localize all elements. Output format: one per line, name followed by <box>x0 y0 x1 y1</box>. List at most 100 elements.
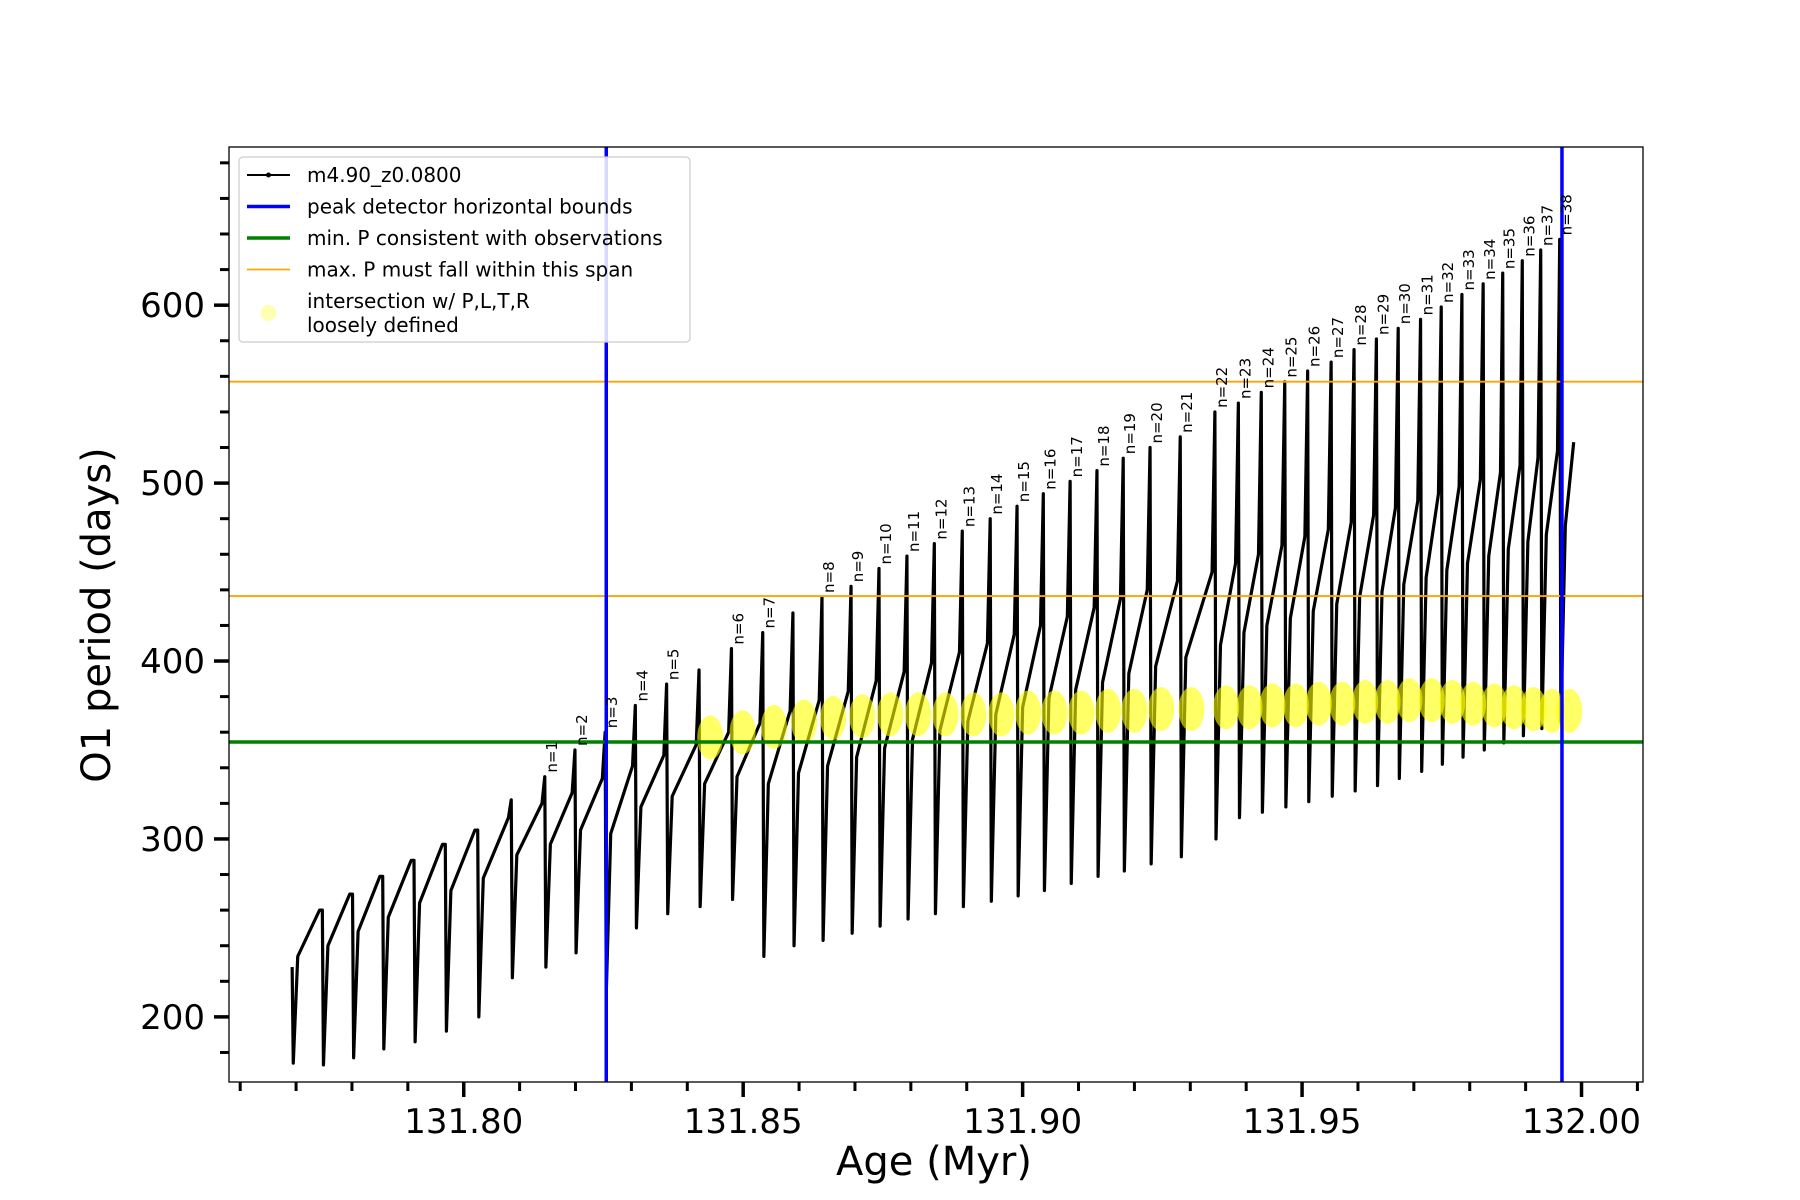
y-tick-label: 500 <box>140 464 205 504</box>
annotation: n=6 <box>729 613 747 645</box>
data-line <box>290 237 1576 1067</box>
scatter-point <box>905 692 932 737</box>
scatter-point <box>1500 685 1527 730</box>
legend-label: m4.90_z0.0800 <box>307 163 462 187</box>
scatter-point <box>1148 687 1175 732</box>
y-tick-label: 600 <box>140 286 205 326</box>
annotation: n=34 <box>1481 239 1499 280</box>
annotation: n=14 <box>988 474 1006 515</box>
annotation: n=22 <box>1213 367 1231 408</box>
annotation: n=4 <box>633 670 651 702</box>
scatter-point <box>1305 681 1332 726</box>
annotation: n=9 <box>849 551 867 583</box>
legend-label: peak detector horizontal bounds <box>307 195 633 219</box>
scatter-point <box>988 692 1015 737</box>
annotation: n=16 <box>1041 449 1059 490</box>
legend-label: max. P must fall within this span <box>307 258 633 282</box>
annotation: n=19 <box>1121 413 1139 454</box>
scatter-point <box>1121 688 1148 733</box>
x-tick-label: 131.85 <box>684 1102 803 1142</box>
annotation: n=29 <box>1374 294 1392 335</box>
scatter-point <box>932 692 959 737</box>
y-tick-label: 400 <box>140 642 205 682</box>
legend-label-line: intersection w/ P,L,T,R <box>307 289 536 313</box>
annotation: n=10 <box>877 523 895 564</box>
x-axis-label: Age (Myr) <box>836 1139 1032 1185</box>
annotation: n=23 <box>1236 358 1254 399</box>
scatter-point <box>1095 688 1122 733</box>
annotation: n=38 <box>1558 194 1576 235</box>
scatter-point <box>1041 690 1068 735</box>
annotation: n=8 <box>820 561 838 593</box>
annotation: n=21 <box>1178 392 1196 433</box>
x-tick-label: 131.80 <box>404 1102 523 1142</box>
scatter-point <box>1259 683 1286 728</box>
x-tick-label: 132.00 <box>1522 1102 1641 1142</box>
annotation: n=11 <box>905 511 923 552</box>
scatter-point <box>1352 679 1379 724</box>
plot-frame <box>228 146 1644 1083</box>
scatter-point <box>791 699 818 744</box>
annotation: n=37 <box>1539 205 1557 246</box>
scatter-point <box>1460 681 1487 726</box>
annotation: n=5 <box>665 649 683 681</box>
scatter-point <box>877 692 904 737</box>
scatter-point <box>1213 685 1240 730</box>
scatter-point <box>1068 690 1095 735</box>
legend-frame <box>238 156 691 343</box>
annotation: n=12 <box>932 498 950 539</box>
x-tick-label: 131.90 <box>963 1102 1082 1142</box>
annotation: n=7 <box>761 597 779 629</box>
annotation: n=35 <box>1501 228 1519 269</box>
scatter-point <box>960 692 987 737</box>
legend-label-line: loosely defined <box>307 313 459 337</box>
scatter-point <box>820 695 847 740</box>
scatter-point <box>1520 687 1547 732</box>
annotation: n=24 <box>1259 347 1277 388</box>
scatter-point <box>1015 690 1042 735</box>
annotation: n=30 <box>1396 283 1414 324</box>
annotation: n=31 <box>1419 274 1437 315</box>
y-axis-label: O1 period (days) <box>74 447 120 782</box>
scatter-point <box>697 715 724 760</box>
annotation: n=18 <box>1095 425 1113 466</box>
scatter-point <box>1418 678 1445 723</box>
annotation: n=1 <box>543 741 561 773</box>
x-tick-label: 131.95 <box>1243 1102 1362 1142</box>
scatter-point <box>760 704 787 749</box>
plot-area <box>229 147 1643 1082</box>
scatter-point <box>729 710 756 755</box>
scatter-point <box>1396 678 1423 723</box>
y-tick-label: 300 <box>140 820 205 860</box>
annotation: n=27 <box>1329 317 1347 358</box>
scatter-point <box>1178 687 1205 732</box>
annotation: n=32 <box>1439 262 1457 303</box>
scatter-point <box>1439 679 1466 724</box>
annotation: n=15 <box>1015 461 1033 502</box>
legend-swatch <box>260 305 277 321</box>
annotation: n=2 <box>573 714 591 746</box>
scatter-point <box>1374 679 1401 724</box>
y-tick-label: 200 <box>140 998 205 1038</box>
scatter-point <box>1556 688 1583 733</box>
annotation: n=33 <box>1460 249 1478 290</box>
annotation: n=36 <box>1520 216 1538 257</box>
scatter-point <box>849 694 876 739</box>
scatter-point <box>1481 683 1508 728</box>
legend-label: intersection w/ P,L,T,R loosely defined <box>307 289 536 337</box>
scatter-point <box>1282 683 1309 728</box>
annotation: n=17 <box>1068 436 1086 477</box>
annotation: n=25 <box>1283 337 1301 378</box>
legend-swatch-marker <box>266 172 271 178</box>
annotation: n=13 <box>960 486 978 527</box>
annotation: n=26 <box>1306 326 1324 367</box>
legend-label: min. P consistent with observations <box>307 226 663 250</box>
annotation: n=20 <box>1148 402 1166 443</box>
scatter-point <box>1329 681 1356 726</box>
scatter-point <box>1236 685 1263 730</box>
annotation: n=3 <box>603 697 621 729</box>
annotation: n=28 <box>1352 304 1370 345</box>
